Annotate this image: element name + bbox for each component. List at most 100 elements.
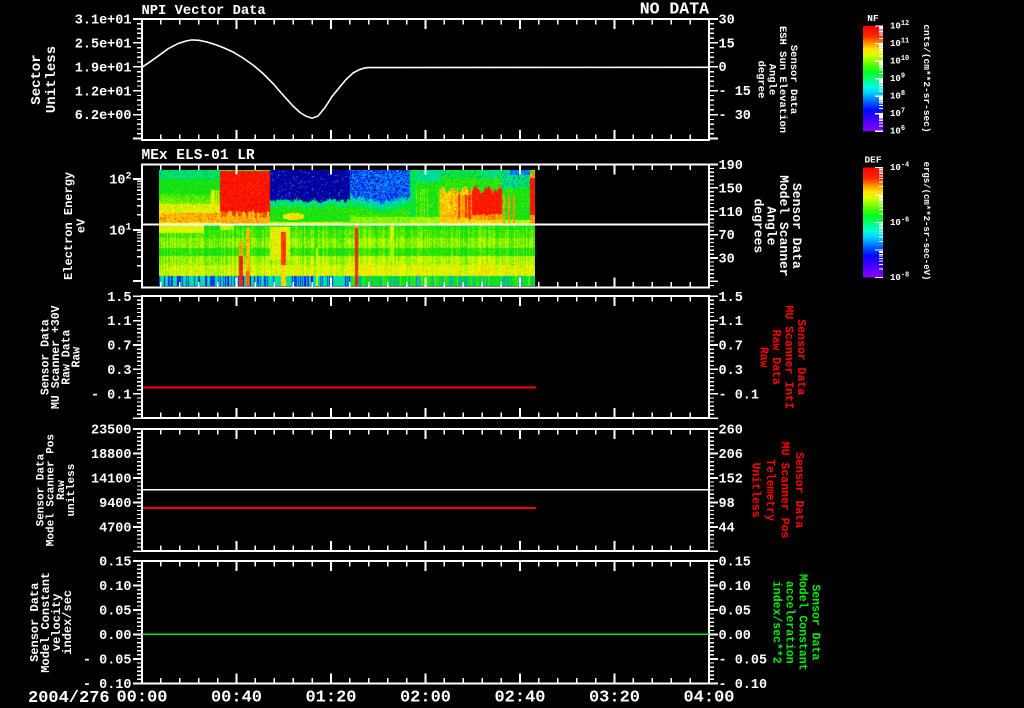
svg-text:DEF: DEF [864,155,881,166]
svg-text:1.5: 1.5 [719,291,743,306]
svg-text:102: 102 [109,172,131,189]
svg-text:unitless: unitless [66,464,78,517]
svg-text:velocity: velocity [50,593,64,651]
svg-text:- 0.1: - 0.1 [91,388,132,403]
svg-text:1012: 1012 [890,20,909,32]
svg-text:MU Scanner IntI: MU Scanner IntI [782,305,795,409]
svg-text:Raw: Raw [71,347,84,368]
svg-text:- 15: - 15 [719,85,751,100]
svg-text:- 30: - 30 [719,109,751,124]
svg-text:23500: 23500 [91,424,132,439]
svg-text:Sensor Data: Sensor Data [36,453,48,526]
svg-text:Sensor Data: Sensor Data [792,452,805,528]
svg-text:0.3: 0.3 [107,364,131,379]
svg-text:0.15: 0.15 [99,556,131,571]
svg-text:0.10: 0.10 [99,580,131,595]
svg-text:acceleration: acceleration [783,581,796,664]
svg-text:Sensor Data: Sensor Data [794,319,807,395]
svg-text:152: 152 [719,473,743,488]
svg-text:0.7: 0.7 [719,340,743,355]
svg-text:206: 206 [719,448,743,463]
svg-text:260: 260 [719,424,743,439]
svg-text:Sensor Data: Sensor Data [789,183,804,269]
svg-text:- 0.1: - 0.1 [719,388,760,403]
svg-text:2004/276: 2004/276 [28,689,110,708]
svg-text:106: 106 [890,125,905,137]
svg-text:Angle: Angle [765,64,777,96]
svg-text:ESH Sun Elevation: ESH Sun Elevation [776,26,788,133]
svg-text:eV: eV [75,218,89,233]
svg-text:0.00: 0.00 [99,629,131,644]
svg-text:index/sec**2: index/sec**2 [770,581,783,664]
svg-text:index/sec: index/sec [61,590,75,655]
svg-text:Angle: Angle [763,206,778,245]
svg-text:101: 101 [109,223,131,240]
svg-text:110: 110 [719,206,743,221]
svg-text:0.05: 0.05 [99,605,131,620]
svg-text:Sensor Data: Sensor Data [787,45,799,115]
svg-text:6.2e+00: 6.2e+00 [75,109,132,124]
svg-text:0.10: 0.10 [719,580,751,595]
svg-text:1.1: 1.1 [107,315,131,330]
svg-text:14100: 14100 [91,473,132,488]
svg-text:Raw Data: Raw Data [60,330,73,385]
svg-text:- 0.10: - 0.10 [719,678,768,693]
svg-text:30: 30 [719,14,735,29]
svg-text:Raw: Raw [757,347,770,368]
svg-text:00:40: 00:40 [211,689,262,708]
svg-text:1010: 1010 [890,55,909,67]
svg-text:98: 98 [719,497,735,512]
svg-text:03:20: 03:20 [589,689,640,708]
svg-text:Model Scanner Pos: Model Scanner Pos [46,434,58,546]
svg-text:1011: 1011 [890,38,909,50]
svg-text:NPI Vector Data: NPI Vector Data [142,4,266,19]
svg-text:Raw Data: Raw Data [769,330,782,385]
svg-text:02:40: 02:40 [494,689,545,708]
svg-text:0.15: 0.15 [719,556,751,571]
svg-text:Model Constant: Model Constant [39,572,53,673]
svg-text:- 0.05: - 0.05 [719,654,768,669]
svg-text:108: 108 [890,90,905,102]
svg-text:Raw: Raw [56,480,68,500]
svg-text:NF: NF [867,13,879,24]
svg-text:- 0.05: - 0.05 [83,654,132,669]
svg-text:Unitless: Unitless [749,462,762,517]
svg-text:degrees: degrees [751,199,766,254]
svg-text:30: 30 [719,253,735,268]
svg-text:Sensor Data: Sensor Data [40,319,53,395]
svg-text:MEx ELS-01 LR: MEx ELS-01 LR [142,148,255,164]
svg-text:NO DATA: NO DATA [640,0,709,19]
svg-text:Sensor Data: Sensor Data [809,584,822,660]
svg-text:1.5: 1.5 [107,291,131,306]
svg-text:0.7: 0.7 [107,340,131,355]
svg-text:10-6: 10-6 [890,217,909,229]
svg-text:0.05: 0.05 [719,605,751,620]
svg-text:Model Scanner: Model Scanner [776,175,791,276]
svg-text:10-8: 10-8 [890,272,909,284]
svg-text:MU Scanner +30V: MU Scanner +30V [50,305,63,409]
svg-text:01:20: 01:20 [305,689,356,708]
svg-text:1.9e+01: 1.9e+01 [75,61,132,76]
svg-text:1.2e+01: 1.2e+01 [75,85,132,100]
svg-text:44: 44 [719,522,735,537]
svg-text:0.3: 0.3 [719,364,743,379]
svg-text:0: 0 [719,61,727,76]
svg-text:3.1e+01: 3.1e+01 [75,14,132,29]
svg-text:Electron Energy: Electron Energy [62,172,76,280]
svg-text:Telemetry: Telemetry [763,459,776,521]
svg-text:Sector: Sector [29,54,45,104]
svg-text:2.5e+01: 2.5e+01 [75,38,132,53]
svg-text:Model Constant: Model Constant [796,574,809,671]
svg-text:ergs/(cm**2-sr-sec-eV): ergs/(cm**2-sr-sec-eV) [921,162,931,281]
svg-text:70: 70 [719,229,735,244]
svg-text:1.1: 1.1 [719,315,743,330]
svg-text:9400: 9400 [99,497,131,512]
svg-text:Sensor Data: Sensor Data [28,583,42,662]
svg-text:Unitless: Unitless [44,46,60,113]
svg-text:4700: 4700 [99,522,131,537]
svg-text:15: 15 [719,37,735,52]
svg-text:02:00: 02:00 [400,689,451,708]
svg-text:0.00: 0.00 [719,629,751,644]
svg-text:107: 107 [890,108,905,120]
svg-text:00:00: 00:00 [116,689,167,708]
